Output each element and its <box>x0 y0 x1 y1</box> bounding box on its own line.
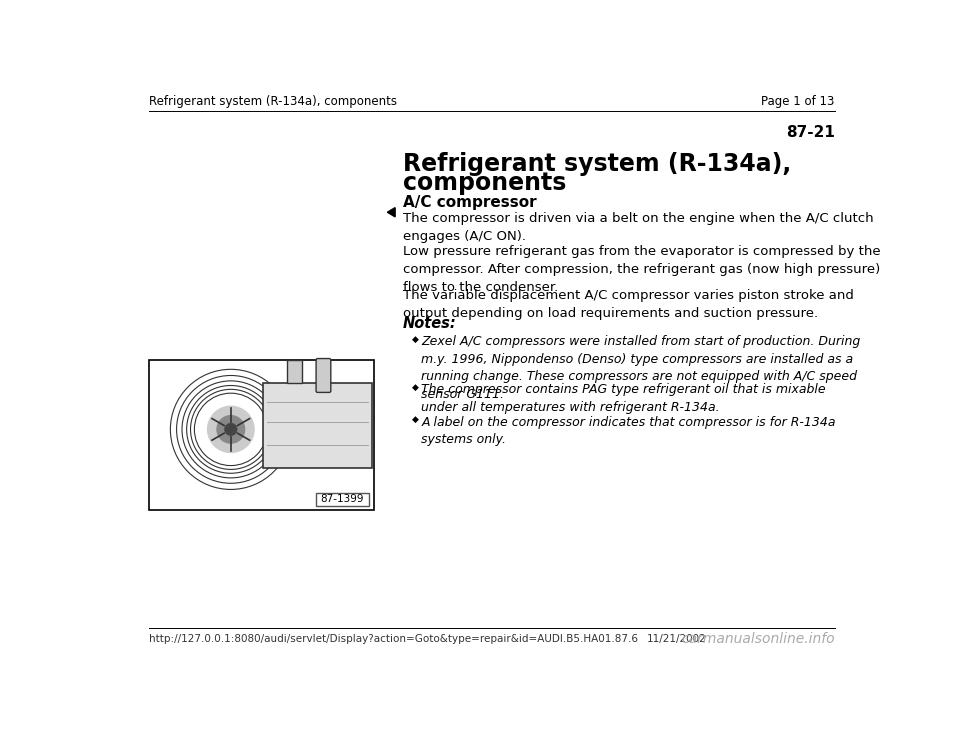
Text: Notes:: Notes: <box>403 316 457 331</box>
Bar <box>316 493 369 506</box>
Polygon shape <box>388 208 396 217</box>
Text: ◆: ◆ <box>412 335 420 344</box>
Text: The compressor contains PAG type refrigerant oil that is mixable
under all tempe: The compressor contains PAG type refrige… <box>421 383 827 414</box>
Text: 11/21/2002: 11/21/2002 <box>647 634 707 644</box>
Text: The compressor is driven via a belt on the engine when the A/C clutch
engages (A: The compressor is driven via a belt on t… <box>403 212 874 243</box>
Text: http://127.0.0.1:8080/audi/servlet/Display?action=Goto&type=repair&id=AUDI.B5.HA: http://127.0.0.1:8080/audi/servlet/Displ… <box>150 634 638 644</box>
Text: A label on the compressor indicates that compressor is for R-134a
systems only.: A label on the compressor indicates that… <box>421 416 836 446</box>
Text: components: components <box>403 171 566 195</box>
Text: Refrigerant system (R-134a),: Refrigerant system (R-134a), <box>403 152 791 176</box>
Text: Low pressure refrigerant gas from the evaporator is compressed by the
compressor: Low pressure refrigerant gas from the ev… <box>403 245 880 294</box>
Text: Zexel A/C compressors were installed from start of production. During
m.y. 1996,: Zexel A/C compressors were installed fro… <box>421 335 861 401</box>
Bar <box>287 360 302 383</box>
Text: 87-21: 87-21 <box>785 125 834 140</box>
Text: ◆: ◆ <box>412 382 420 392</box>
Text: ◆: ◆ <box>412 415 420 424</box>
Text: A/C compressor: A/C compressor <box>403 194 537 209</box>
Text: The variable displacement A/C compressor varies piston stroke and
output dependi: The variable displacement A/C compressor… <box>403 289 853 321</box>
Text: Page 1 of 13: Page 1 of 13 <box>761 95 834 108</box>
FancyBboxPatch shape <box>316 358 331 393</box>
Text: carmanualsonline.info: carmanualsonline.info <box>681 632 834 646</box>
Bar <box>263 383 372 468</box>
Circle shape <box>217 416 245 443</box>
Text: Refrigerant system (R-134a), components: Refrigerant system (R-134a), components <box>150 95 397 108</box>
Bar <box>150 360 374 510</box>
Text: 87-1399: 87-1399 <box>321 494 364 505</box>
Circle shape <box>207 407 254 453</box>
Circle shape <box>225 423 237 436</box>
